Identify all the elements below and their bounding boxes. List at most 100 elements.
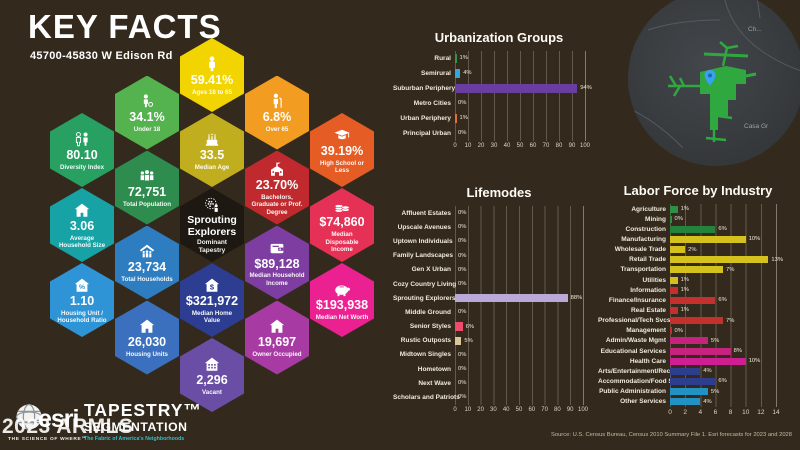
axis-tick: 40 — [502, 406, 510, 413]
bar — [670, 367, 701, 375]
bar-row-senior-styles: Senior Styles 6% — [393, 320, 605, 334]
axis-tick: 60 — [528, 406, 536, 413]
bar — [670, 235, 746, 243]
map-city-label: Casa Gr — [744, 123, 769, 130]
hexagon-label: Dominant Tapestry — [197, 239, 227, 254]
value-label: 10% — [748, 358, 761, 365]
bar-row-other-services: Other Services 4% — [598, 397, 798, 407]
bar — [670, 296, 716, 304]
bar — [670, 205, 678, 213]
hexagon-label: Under 18 — [133, 126, 161, 134]
hexagon-high-school-or-less: 39.19% High School or Less — [310, 113, 374, 187]
armls-watermark: 2023 ARMLS — [2, 415, 134, 438]
category-label: Agriculture — [631, 205, 666, 213]
value-label: 5% — [710, 388, 720, 395]
hexagon-dominant-tapestry: Sprouting Explorers Dominant Tapestry — [180, 188, 244, 262]
value-label: 13% — [771, 256, 784, 263]
bar-row-educational-services: Educational Services 8% — [598, 346, 798, 356]
bar-row-middle-ground: Middle Ground 0% — [393, 305, 605, 319]
hexagon-value: 72,751 — [127, 185, 167, 200]
value-label: 4% — [703, 398, 712, 405]
category-label: Gen X Urban — [411, 266, 451, 274]
value-label: 0% — [458, 130, 467, 136]
chart-title: Labor Force by Industry — [623, 183, 773, 198]
value-label: 0% — [458, 280, 467, 287]
source-citation: Source: U.S. Census Bureau, Census 2010 … — [550, 432, 792, 438]
bar-row-agriculture: Agriculture 1% — [598, 204, 798, 214]
hexagon-label: Total Households — [121, 276, 173, 284]
hexagon-housing-units: 26,030 Housing Units — [115, 300, 179, 375]
bar-row-professional-tech-svcs: Professional/Tech Svcs 7% — [598, 316, 798, 326]
hexagon-label: Housing Units — [126, 351, 168, 359]
bar-row-upscale-avenues: Upscale Avenues 0% — [393, 220, 605, 234]
bar — [455, 68, 461, 79]
hexagon-label: Total Population — [122, 201, 171, 209]
category-label: Scholars and Patriots — [393, 394, 460, 402]
hexagon-median-home-value: $ $321,972 Median Home Value — [180, 263, 244, 337]
bar — [670, 388, 708, 396]
hexagon-diversity-index: 80.10 Diversity Index — [50, 113, 114, 187]
category-label: Midtown Singles — [399, 351, 451, 359]
hexagon-value: 23,734 — [127, 260, 167, 275]
category-label: Family Landscapes — [393, 252, 453, 260]
page-title: KEY FACTS — [28, 8, 222, 45]
house-dollar-icon: $ — [203, 275, 221, 294]
hexagon-value: 3.06 — [69, 219, 95, 234]
value-label: 5% — [464, 337, 473, 344]
wallet-icon — [268, 238, 286, 257]
bar-row-utilities: Utilities 1% — [598, 275, 798, 285]
school-icon — [268, 159, 286, 178]
hexagon-vacant: 2,296 Vacant — [180, 338, 244, 412]
value-label: 0% — [458, 351, 467, 358]
hexagon-label: Median Home Value — [191, 309, 233, 325]
bar-row-retail-trade: Retail Trade 13% — [598, 255, 798, 265]
bar — [670, 225, 716, 233]
hexagon-label: Median Household Income — [249, 272, 305, 287]
axis-tick: 90 — [566, 406, 574, 413]
bar — [455, 336, 462, 346]
category-label: Manufacturing — [621, 235, 666, 243]
bar-row-scholars-and-patriots: Scholars and Patriots 0% — [393, 390, 605, 404]
x-axis: 0 10 20 30 40 50 60 70 80 90 100 — [393, 407, 605, 417]
bar — [670, 306, 678, 314]
value-label: 1% — [459, 115, 468, 121]
category-label: Finance/Insurance — [608, 296, 666, 304]
category-label: Middle Ground — [405, 308, 451, 316]
axis-tick: 40 — [503, 143, 511, 149]
hexagon-value: $74,860 — [319, 215, 365, 230]
axis-tick: 12 — [757, 409, 765, 416]
hexagon-value: 39.19% — [320, 144, 364, 159]
piggy-bank-icon — [333, 279, 351, 298]
category-label: Professional/Tech Svcs — [598, 317, 671, 325]
axis-tick: 0 — [453, 406, 457, 413]
category-label: Information — [630, 286, 666, 294]
hexagon-value: 1.10 — [69, 294, 95, 309]
bar — [455, 83, 578, 94]
bar-row-finance-insurance: Finance/Insurance 6% — [598, 295, 798, 305]
bar-row-affluent-estates: Affluent Estates 0% — [393, 206, 605, 220]
category-label: Utilities — [642, 276, 666, 284]
hexagon-median-disposable-income: $74,860 Median Disposable Income — [310, 188, 374, 262]
value-label: 6% — [465, 323, 475, 330]
location-map-thumbnail: Ch... Casa Gr — [628, 0, 800, 166]
value-label: 1% — [680, 205, 689, 212]
value-label: 0% — [458, 238, 467, 245]
category-label: Other Services — [620, 398, 666, 406]
map-city-label: Ch... — [748, 26, 762, 33]
axis-tick: 10 — [742, 409, 750, 416]
bar-row-semirural: Semirural 4% — [393, 66, 605, 81]
hexagon-label: Vacant — [202, 388, 222, 396]
map-area-shape — [668, 41, 757, 142]
bar-row-metro-cities: Metro Cities 0% — [393, 96, 605, 111]
axis-tick: 70 — [542, 143, 550, 149]
hexagon-label: Housing Unit / Household Ratio — [57, 309, 107, 325]
axis-tick: 80 — [554, 406, 561, 413]
axis-tick: 0 — [453, 143, 457, 149]
tapestry-tagline: The Fabric of America's Neighborhoods — [84, 435, 185, 442]
axis-tick: 100 — [579, 143, 591, 149]
value-label: 94% — [580, 85, 592, 91]
value-label: 0% — [458, 266, 467, 273]
hexagon-bachelors-graduate-or-prof-degree: 23.70% Bachelors, Graduate or Prof. Degre… — [245, 150, 309, 225]
value-label: 4% — [463, 70, 472, 76]
bar — [670, 246, 686, 254]
